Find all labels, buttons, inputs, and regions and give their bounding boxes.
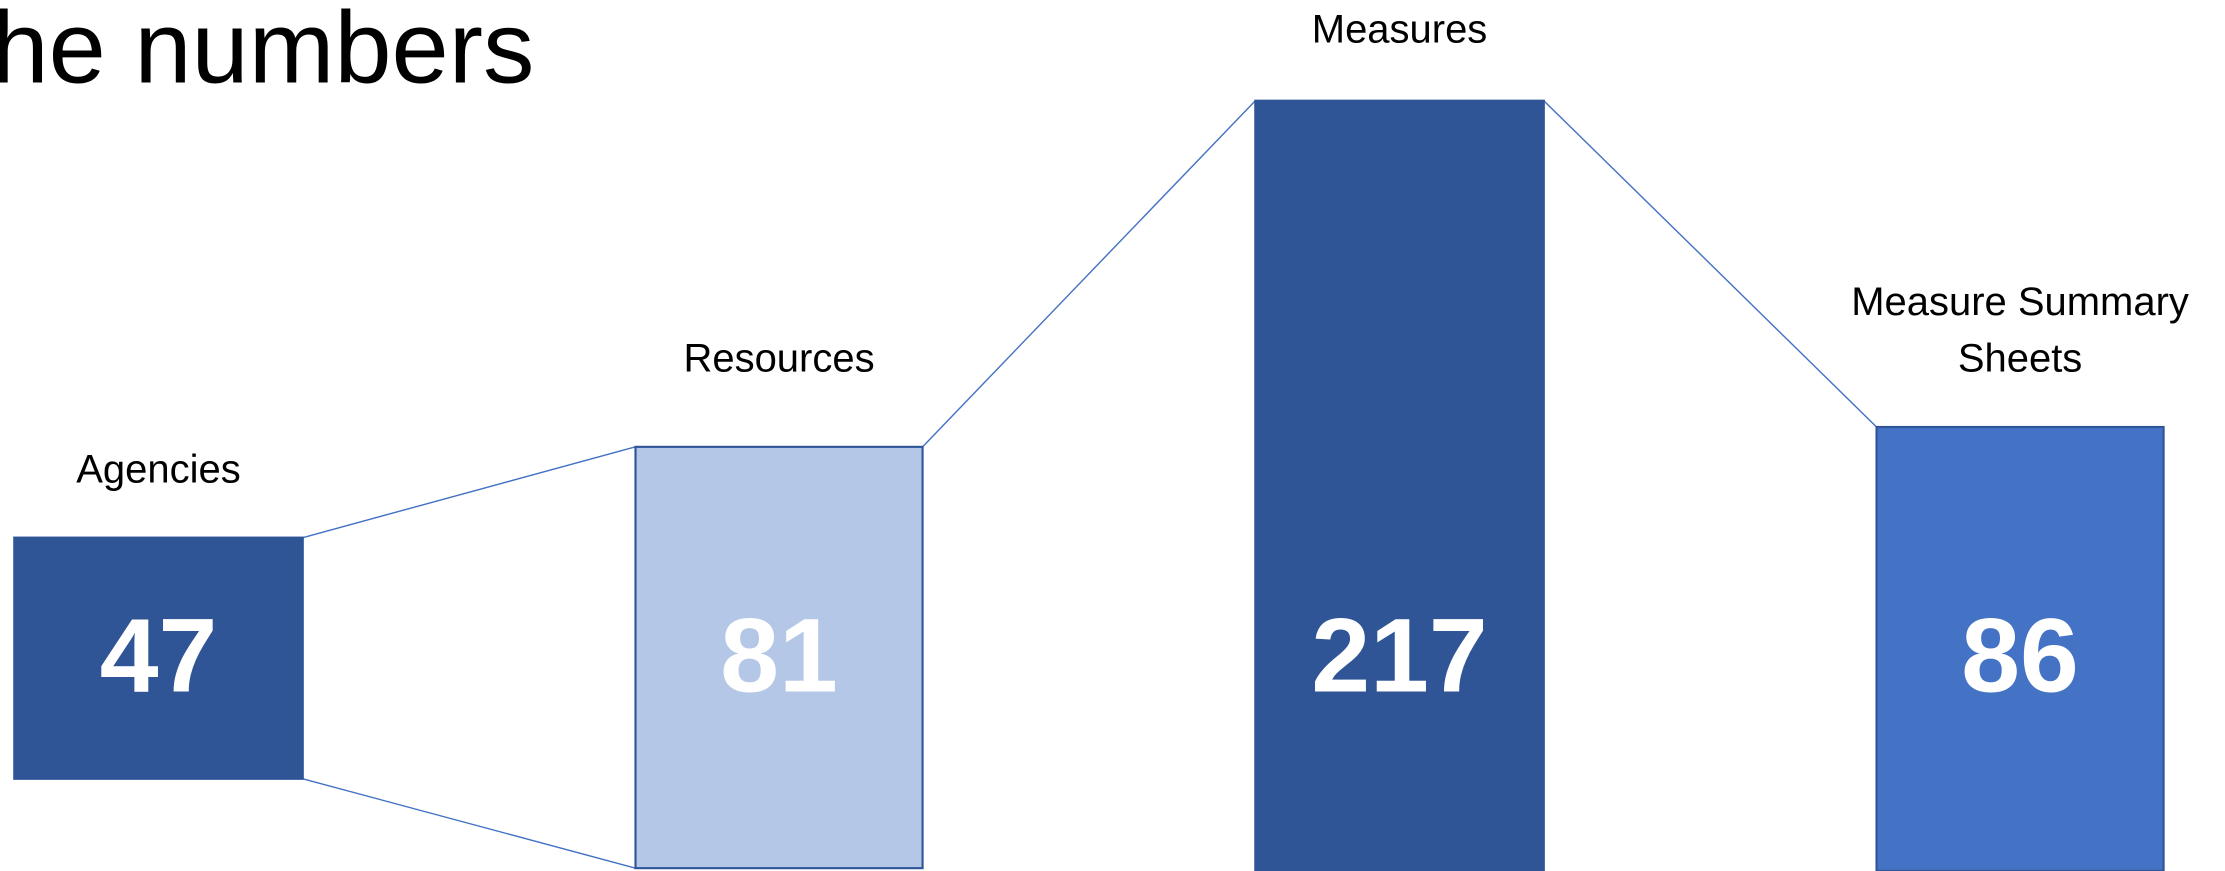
box-label: Agencies [76,447,240,491]
box [1254,99,1545,871]
connectors [302,100,1878,869]
box-value: 217 [1311,598,1487,715]
box-label: Measures [1312,8,1488,52]
box-label: Measure Summary [1851,280,2189,324]
connector [302,778,636,869]
box [634,445,924,870]
slide-title: he numbers [0,0,534,104]
box-value: 81 [720,598,838,715]
box-label: Resources [683,337,874,381]
connector [1543,100,1878,428]
connector [922,100,1256,448]
box [1875,425,2165,871]
box-value: 47 [100,598,218,715]
connector [302,446,636,539]
box-value: 86 [1961,598,2079,715]
box [13,536,304,780]
box-label: Sheets [1958,337,2082,381]
